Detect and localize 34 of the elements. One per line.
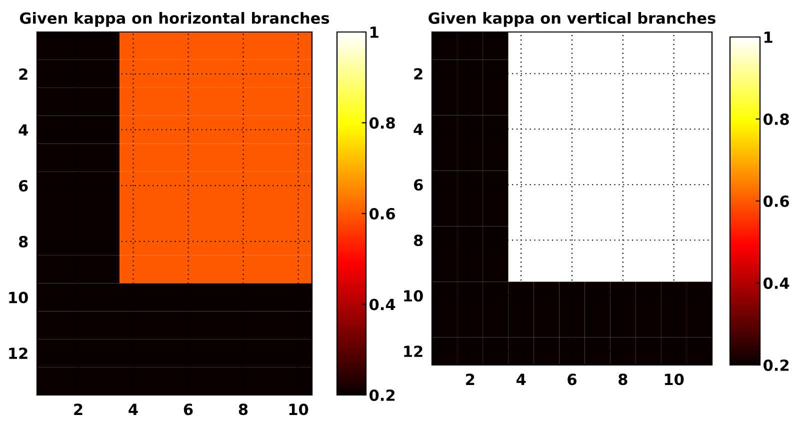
y-tick-label: 10 (404, 290, 423, 302)
y-tick-label: 2 (19, 68, 28, 80)
y-tick-label: 10 (9, 292, 28, 304)
color-bar-label: 0.6 (764, 195, 790, 208)
color-bar-label: 0.4 (370, 298, 396, 310)
color-bar-label: 0.8 (764, 113, 789, 126)
color-bar-label: 1 (764, 32, 772, 43)
y-tick-label: 12 (404, 346, 422, 357)
color-bar-label: 0.8 (370, 117, 395, 129)
y-tick-label: 4 (414, 124, 423, 135)
x-tick-label: 8 (238, 404, 248, 416)
y-tick-label: 4 (18, 124, 28, 136)
y-tick-label: 8 (414, 234, 423, 246)
y-tick-label: 6 (414, 179, 423, 191)
color-bar-label: 1 (370, 26, 378, 38)
x-tick-label: 6 (184, 404, 193, 416)
color-bar-label: 0.2 (370, 389, 395, 402)
chart-title: Given kappa on horizontal branches (20, 12, 330, 27)
x-tick-label: 6 (568, 374, 576, 386)
color-bar-label: 0.2 (764, 359, 789, 372)
x-tick-label: 10 (289, 404, 308, 416)
x-tick-label: 4 (516, 374, 526, 385)
x-tick-label: 4 (128, 404, 138, 415)
y-tick-label: 6 (18, 180, 28, 192)
y-tick-label: 8 (18, 236, 28, 248)
x-tick-label: 8 (618, 374, 628, 386)
y-tick-label: 12 (9, 348, 28, 359)
color-bar-label: 0.6 (370, 208, 396, 220)
x-tick-label: 2 (74, 404, 82, 415)
chart-title: Given kappa on vertical branches (428, 12, 716, 27)
x-tick-label: 2 (466, 374, 474, 385)
y-tick-label: 2 (414, 68, 422, 80)
color-bar-label: 0.4 (764, 277, 790, 290)
x-tick-label: 10 (664, 374, 684, 386)
